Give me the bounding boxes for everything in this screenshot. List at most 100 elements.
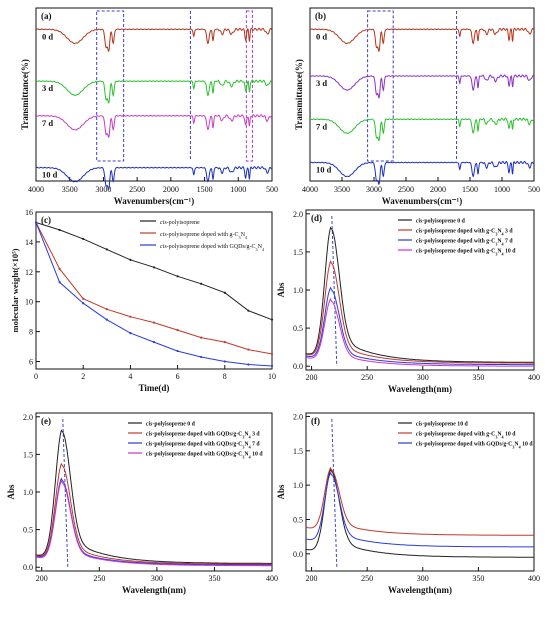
reference-line — [331, 418, 338, 568]
series-line — [309, 160, 535, 186]
data-point — [223, 291, 226, 294]
y-tick-label: 1.5 — [293, 248, 303, 257]
data-point — [152, 340, 156, 344]
series-line — [305, 260, 534, 364]
data-point — [200, 336, 203, 339]
data-point — [34, 221, 38, 224]
x-tick-label: 1000 — [230, 185, 246, 194]
panel-label: (b) — [315, 11, 326, 21]
x-tick-label: 200 — [306, 373, 318, 382]
legend-label: cis-polyisoprene doped with g-C3N4 10 d — [416, 432, 516, 440]
data-point — [152, 266, 156, 269]
y-tick-label: 1.5 — [293, 447, 303, 456]
data-point — [223, 340, 226, 344]
data-point — [200, 282, 203, 285]
x-tick-label: 500 — [266, 185, 278, 194]
x-tick-label: 2000 — [163, 185, 179, 194]
y-tick-label: 16 — [25, 208, 33, 217]
y-tick-label: 2.0 — [23, 413, 33, 422]
x-tick-label: 4000 — [28, 185, 44, 194]
x-tick-label: 3000 — [95, 185, 111, 194]
x-tick-label: 0 — [34, 372, 38, 381]
x-tick-label: 2 — [81, 372, 85, 381]
x-axis-label: Wavenumbers(cm⁻¹) — [114, 196, 194, 206]
x-axis-label: Wavenumbers(cm⁻¹) — [382, 196, 462, 206]
panel-4: 200 250 300 350 400 0.0 0.5 1.0 1.5 2.0 Wavelength… — [6, 412, 278, 595]
legend-label: cis-polyisoprene doped with g-C3N4 7 d — [416, 239, 513, 247]
highlight-box — [96, 10, 125, 162]
x-tick-label: 300 — [151, 574, 163, 583]
x-tick-label: 250 — [361, 574, 373, 583]
x-tick-label: 3500 — [334, 185, 350, 194]
y-tick-label: 0.5 — [23, 526, 33, 535]
data-point — [270, 318, 274, 321]
legend-label: cis-polyisoprene — [160, 220, 200, 226]
data-point — [105, 308, 108, 311]
data-point — [58, 281, 61, 284]
panel-0: 4000 3500 3000 2500 2000 1500 1000 500 Wavenumbe… — [20, 7, 278, 206]
panel-label: (c) — [41, 215, 51, 225]
x-tick-label: 300 — [417, 574, 429, 583]
x-tick-label: 500 — [528, 185, 540, 194]
reference-line — [331, 215, 338, 367]
series-line — [305, 468, 534, 558]
y-tick-label: 2.0 — [293, 412, 303, 421]
x-tick-label: 400 — [266, 574, 278, 583]
x-tick-label: 4000 — [302, 185, 318, 194]
legend-label: cis-polyisoprene doped with GQDs/g-C3N4 … — [146, 442, 260, 450]
x-axis-label: Time(d) — [139, 383, 170, 393]
y-tick-label: 14 — [25, 238, 33, 247]
series-label: 10 d — [316, 165, 332, 175]
panel-label: (a) — [41, 11, 52, 21]
x-tick-label: 350 — [472, 373, 484, 382]
legend-label: cis-polyisoprene doped with g-C3N4 10 d — [416, 249, 516, 257]
series-line — [35, 79, 273, 104]
series-line — [35, 166, 273, 191]
x-tick-label: 2500 — [398, 185, 414, 194]
x-tick-label: 2000 — [430, 185, 446, 194]
x-tick-label: 200 — [306, 574, 318, 583]
x-tick-label: 6 — [176, 372, 180, 381]
x-tick-label: 3000 — [366, 185, 382, 194]
x-axis-label: Wavelength(nm) — [388, 384, 452, 394]
data-point — [200, 355, 203, 359]
legend-label: cis-polyisoprene 10 d — [416, 422, 469, 428]
x-tick-label: 250 — [93, 574, 105, 583]
plot-frame — [35, 7, 273, 182]
data-point — [129, 332, 132, 335]
series-line — [305, 226, 534, 363]
legend-label: cis-polyisoprene doped with g-C3N4 3 d — [416, 229, 513, 237]
data-point — [58, 267, 61, 270]
series-line — [35, 462, 272, 565]
x-tick-label: 8 — [223, 372, 227, 381]
x-tick-label: 350 — [472, 574, 484, 583]
x-tick-label: 4 — [128, 372, 132, 381]
y-axis-label: molecular weight(×10⁵) — [10, 248, 20, 332]
y-tick-label: 0.0 — [293, 362, 303, 371]
series-label: 3 d — [42, 83, 53, 93]
series-line — [35, 222, 273, 355]
data-point — [129, 315, 132, 318]
series-label: 3 d — [316, 78, 327, 88]
y-tick-label: 12 — [25, 268, 33, 277]
data-point — [176, 275, 179, 278]
series-label: 7 d — [316, 121, 327, 131]
legend-label: cis-polyisoprene doped with GQDs/g-C3N4 … — [146, 432, 260, 440]
y-tick-label: 6 — [29, 358, 33, 367]
y-tick-label: 0.0 — [23, 563, 33, 572]
data-point — [105, 248, 108, 251]
x-tick-label: 2500 — [129, 185, 145, 194]
x-axis-label: Wavelength(nm) — [388, 585, 452, 595]
y-tick-label: 1.0 — [293, 286, 303, 295]
series-line — [310, 117, 535, 142]
x-tick-label: 1500 — [462, 185, 478, 194]
data-point — [247, 309, 250, 312]
highlight-box — [367, 10, 394, 162]
data-point — [82, 237, 85, 241]
plot-frame — [35, 211, 273, 370]
plot-frame — [309, 7, 535, 182]
y-tick-label: 10 — [25, 298, 33, 307]
data-point — [270, 352, 274, 356]
x-tick-label: 1500 — [197, 185, 213, 194]
